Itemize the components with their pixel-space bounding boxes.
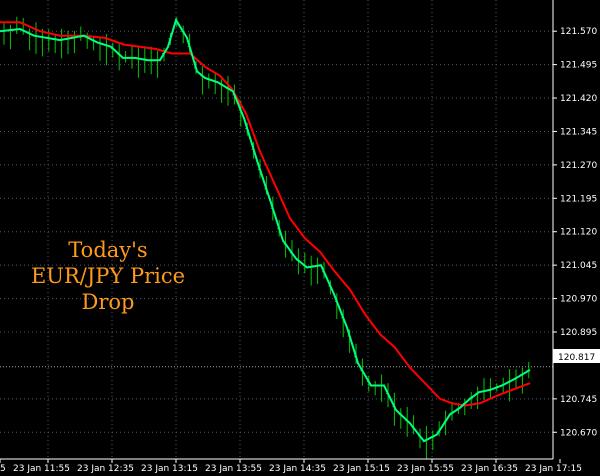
current-price-label: 120.817 [558, 353, 595, 363]
y-tick-label: 121.045 [560, 261, 597, 271]
y-tick-label: 121.120 [560, 228, 597, 238]
x-tick-label: 23 Jan 15:15 [333, 464, 390, 474]
x-tick-label: 23 Jan 15:55 [397, 464, 454, 474]
x-tick-label: 23 Jan 14:35 [269, 464, 326, 474]
x-tick-label: 23 Jan 16:35 [461, 464, 518, 474]
x-tick-label: 23 Jan 13:15 [141, 464, 198, 474]
y-axis-ticks: 121.570 121.495 121.420 121.345 121.270 121.1… [553, 27, 597, 438]
y-tick-label: 121.570 [560, 27, 597, 37]
y-tick-label: 120.745 [560, 395, 597, 405]
slow-moving-average-line [0, 21, 531, 407]
current-price-tag: 120.817 [553, 349, 600, 363]
y-tick-label: 121.195 [560, 194, 597, 204]
y-tick-label: 121.270 [560, 161, 597, 171]
annotation-line-1: Today's [68, 238, 147, 262]
x-axis-ticks: 5 23 Jan 11:55 23 Jan 12:35 23 Jan 13:15 23 … [0, 459, 582, 474]
annotation-line-2: EUR/JPY Price [31, 264, 185, 288]
x-tick-label: 23 Jan 13:55 [205, 464, 262, 474]
x-tick-label: 23 Jan 17:15 [525, 464, 582, 474]
current-price-tag-box [553, 349, 600, 363]
y-tick-label: 121.495 [560, 61, 597, 71]
y-tick-label: 121.420 [560, 94, 597, 104]
x-tick-label: 23 Jan 11:55 [13, 464, 70, 474]
annotation-line-3: Drop [82, 290, 135, 314]
y-tick-label: 121.345 [560, 128, 597, 138]
y-tick-label: 120.670 [560, 428, 597, 438]
grid [0, 0, 553, 459]
y-tick-label: 120.970 [560, 295, 597, 305]
fast-moving-average-line [0, 17, 531, 443]
y-tick-label: 120.895 [560, 328, 597, 338]
x-tick-label: 5 [0, 464, 6, 474]
x-tick-label: 23 Jan 12:35 [77, 464, 134, 474]
